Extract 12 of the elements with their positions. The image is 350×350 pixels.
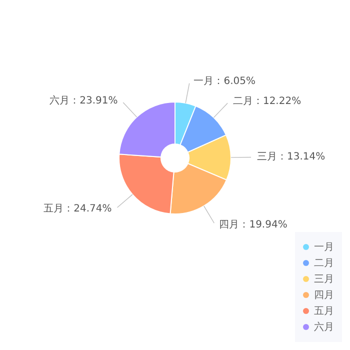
legend-label: 二月 — [313, 257, 334, 270]
legend-label: 一月 — [313, 241, 334, 254]
data-label: 二月：12.22% — [232, 96, 302, 108]
legend-label: 六月 — [313, 320, 334, 334]
data-label: 三月：13.14% — [256, 152, 326, 163]
data-label: 五月：24.74% — [44, 203, 112, 214]
legend-label: 三月 — [313, 273, 334, 286]
data-label: 六月：23.91% — [50, 94, 118, 106]
data-label: 四月：19.94% — [219, 219, 288, 230]
legend-label: 四月 — [313, 289, 334, 302]
legend-label: 五月 — [313, 305, 334, 318]
data-label: 一月：6.05% — [194, 76, 256, 87]
